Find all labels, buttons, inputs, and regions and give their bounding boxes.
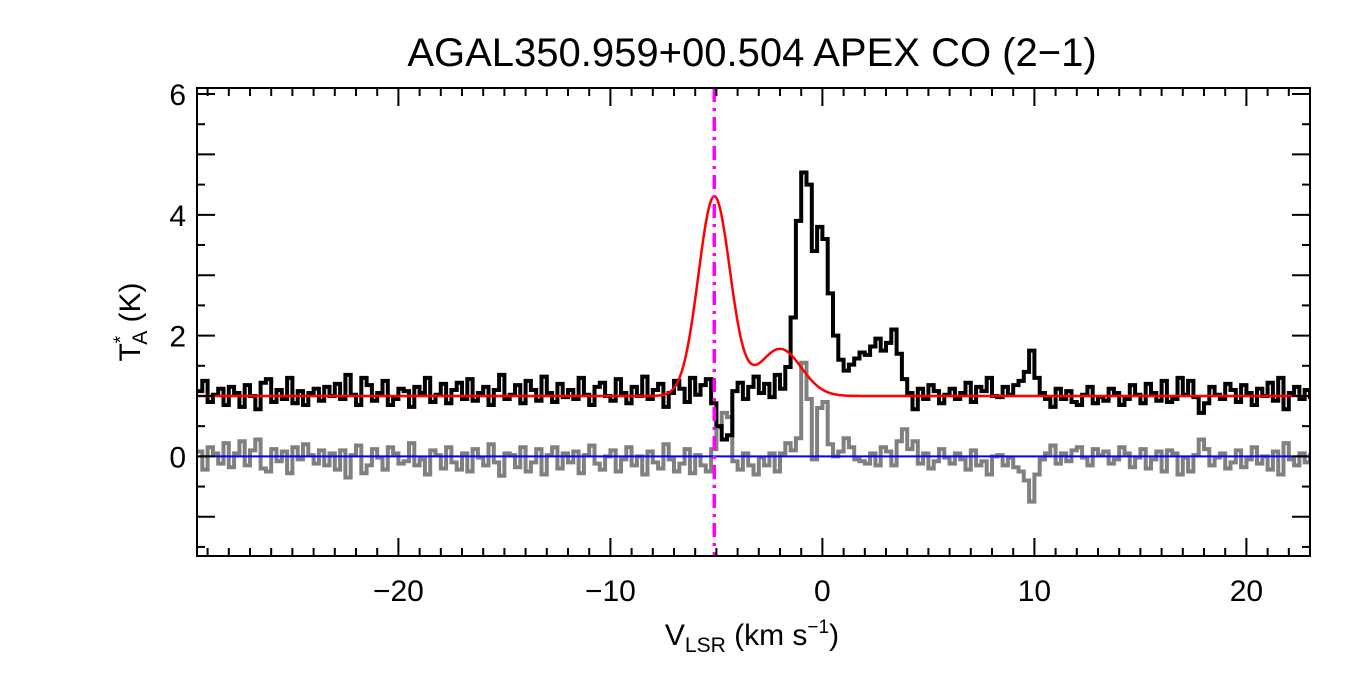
x-axis-label: VLSR (km s−1) [665,617,839,657]
x-label-close: ) [829,619,839,652]
y-tick-label: 6 [169,79,186,112]
y-axis-label: T*A (K) [111,282,152,361]
gaussian-fit-line [197,195,1310,398]
y-tick-label: 0 [169,441,186,474]
x-tick-label: −10 [585,575,636,608]
y-tick-label: 2 [169,321,186,354]
x-tick-label: −20 [373,575,424,608]
chart-title: AGAL350.959+00.504 APEX CO (2−1) [407,31,1096,75]
y-tick-label: 4 [169,200,186,233]
axis-ticks: −20 −10 0 10 20 0 2 4 6 [169,79,1311,608]
residual-series-line [197,360,1310,504]
y-label-sub: A [129,331,152,345]
x-label-sup: −1 [807,617,829,638]
y-label-main: T [114,343,147,361]
x-label-rest: (km s [726,619,808,652]
x-tick-label: 10 [1018,575,1051,608]
y-label-rest: (K) [114,282,147,330]
x-tick-label: 0 [814,575,831,608]
x-label-sub: LSR [685,634,726,657]
x-label-main: V [665,619,685,652]
spectrum-series-line [197,170,1310,442]
plot-area [197,88,1310,556]
y-label-sup: * [111,335,132,343]
plot-frame [196,87,1311,557]
x-tick-label: 20 [1230,575,1263,608]
